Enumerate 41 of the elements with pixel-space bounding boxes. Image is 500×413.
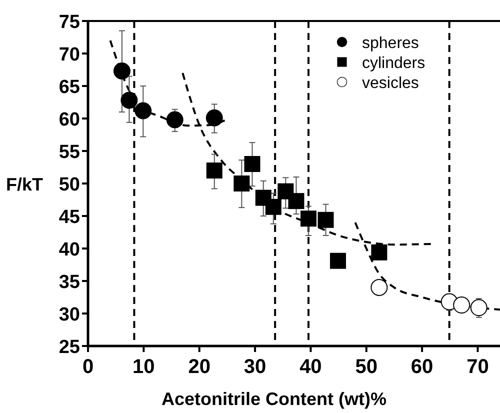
y-tick-label: 55 <box>58 142 80 163</box>
point <box>265 198 282 215</box>
y-tick-label: 40 <box>58 240 80 260</box>
x-axis-title: Acetonitrile Content (wt)% <box>162 389 386 409</box>
x-tick-label: 10 <box>132 356 155 378</box>
point <box>370 279 388 296</box>
y-tick-label: 70 <box>58 44 80 66</box>
x-tick-label: 30 <box>244 356 266 378</box>
legend-label: vesicles <box>362 75 419 92</box>
y-tick-label: 65 <box>58 77 80 98</box>
point <box>288 193 304 210</box>
legend-label: spheres <box>362 35 419 52</box>
point <box>300 210 316 227</box>
x-tick-label: 0 <box>82 356 94 378</box>
point <box>234 176 250 192</box>
point <box>134 102 152 120</box>
y-axis-title: F/kT <box>6 174 44 194</box>
point <box>453 296 470 314</box>
x-tick-label: 50 <box>355 356 378 378</box>
point <box>120 92 138 109</box>
x-tick-label: 70 <box>466 356 489 378</box>
point <box>318 212 334 228</box>
point <box>206 109 223 126</box>
point <box>244 156 260 172</box>
y-tick-label: 35 <box>58 272 80 293</box>
y-tick-label: 45 <box>58 207 80 228</box>
x-tick-label: 40 <box>300 356 322 378</box>
y-tick-label: 30 <box>58 304 80 326</box>
y-tick-label: 75 <box>58 12 80 33</box>
legend-label: cylinders <box>362 55 426 72</box>
y-tick-label: 60 <box>58 110 80 130</box>
y-tick-label: 25 <box>58 337 80 358</box>
point <box>470 299 488 316</box>
x-tick-label: 60 <box>410 356 434 378</box>
x-tick-label: 20 <box>188 356 210 378</box>
point <box>330 252 346 269</box>
point <box>371 244 388 260</box>
y-tick-label: 50 <box>58 174 80 196</box>
point <box>113 62 130 80</box>
point <box>206 162 222 178</box>
point <box>166 111 184 128</box>
